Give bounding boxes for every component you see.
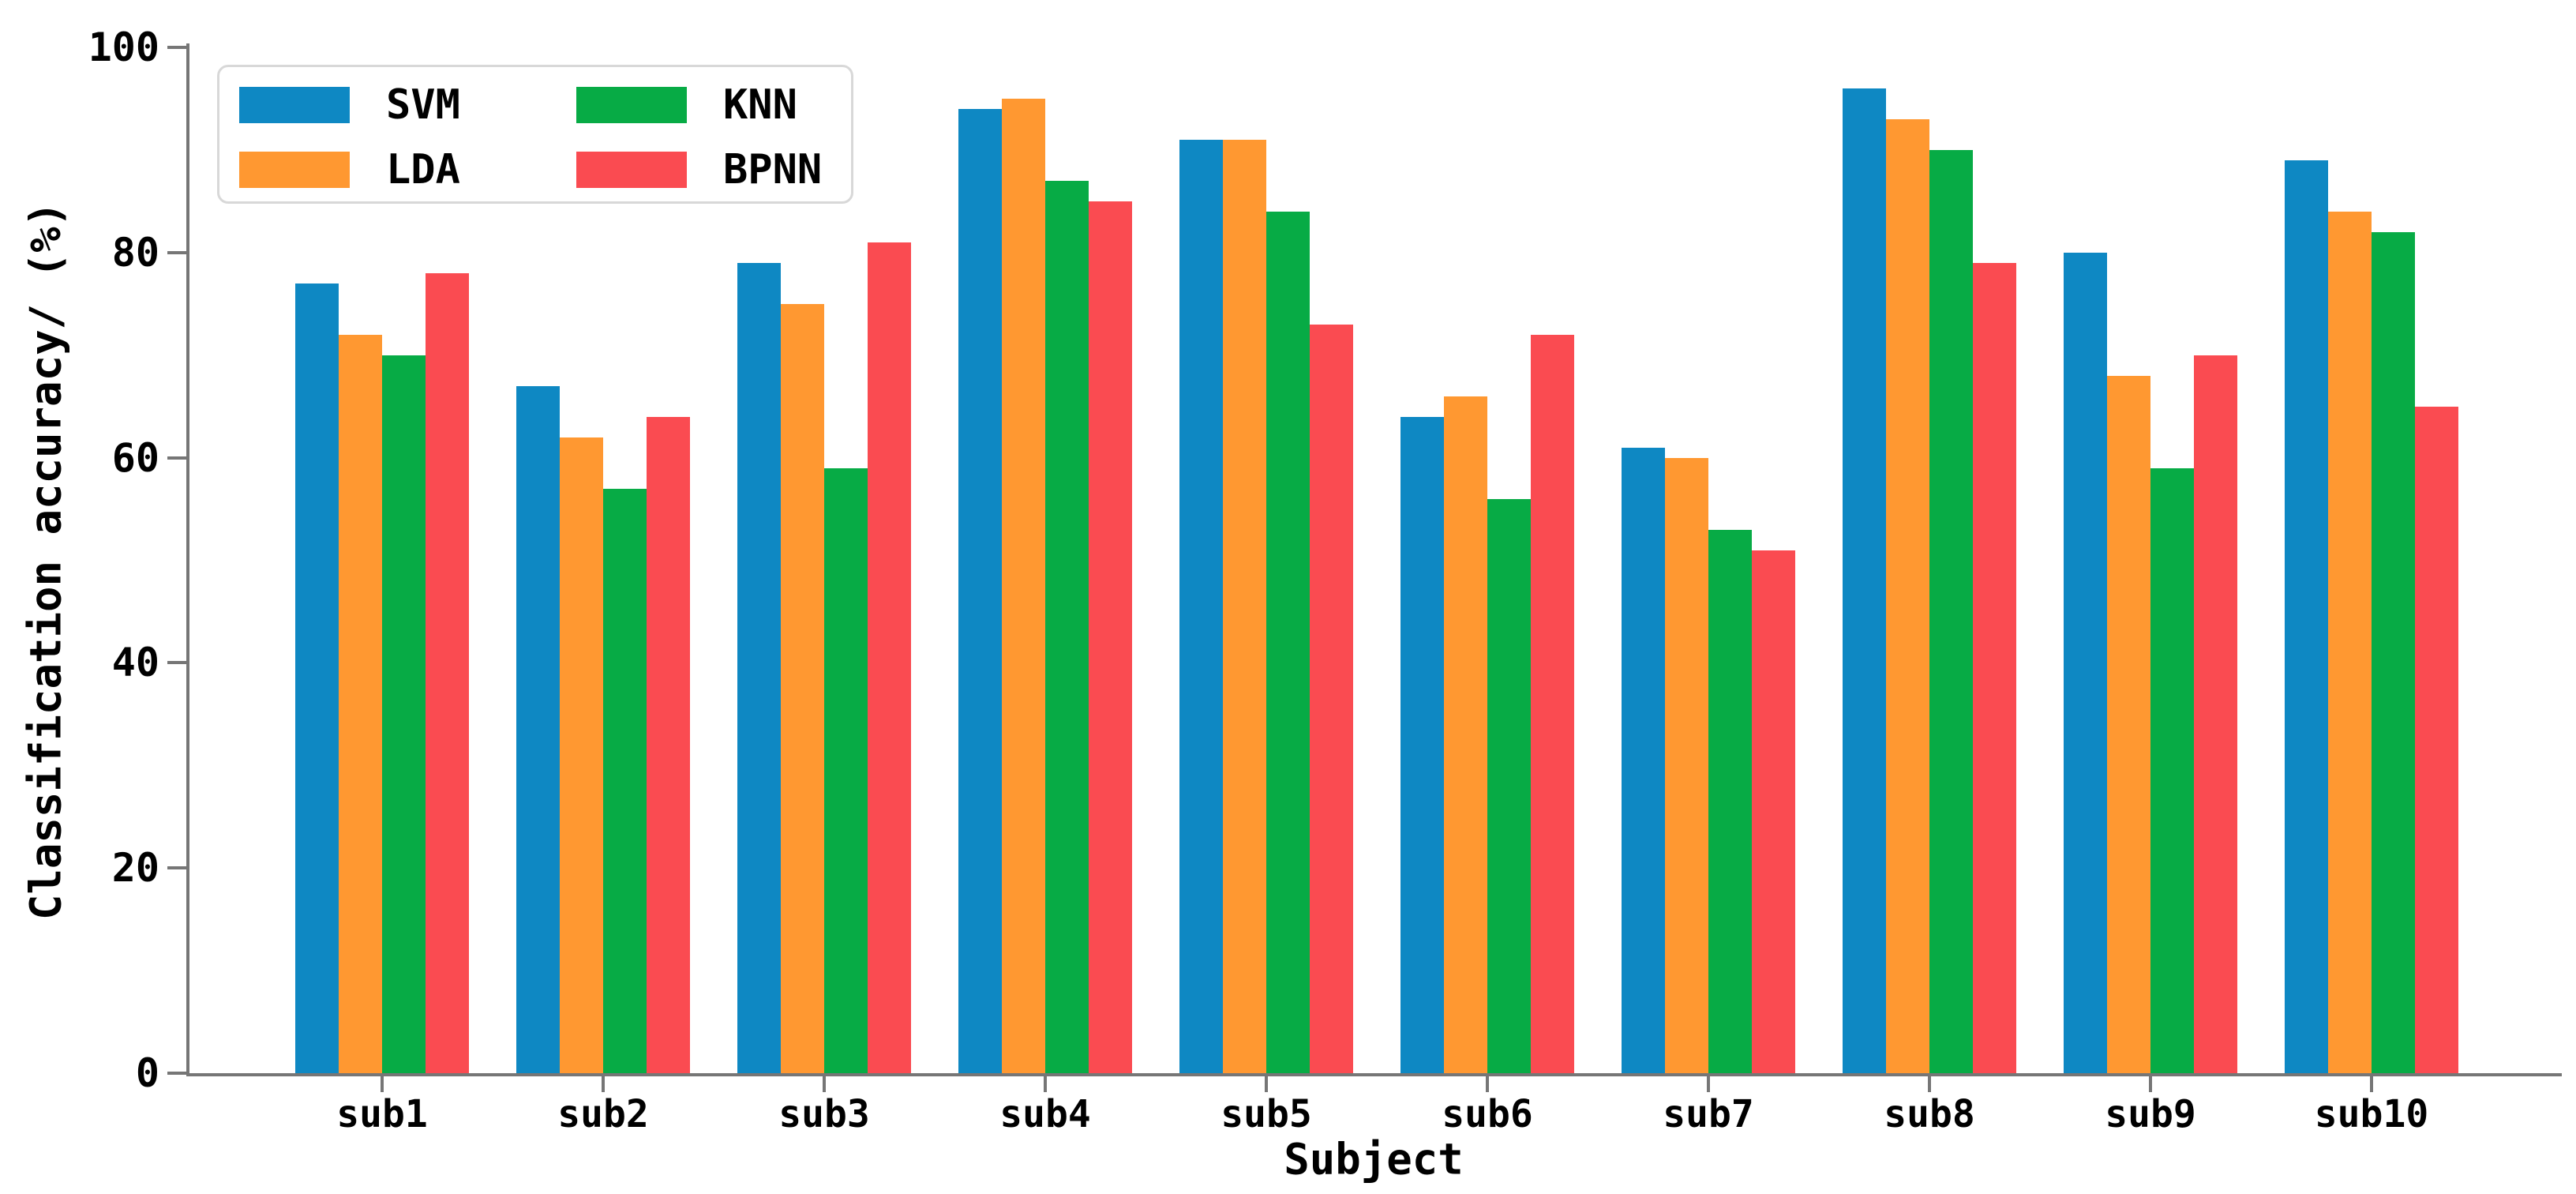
x-tick-mark bbox=[1928, 1075, 1931, 1092]
bar-sub1-BPNN bbox=[426, 273, 469, 1073]
y-tick-mark bbox=[167, 250, 188, 254]
bar-sub6-KNN bbox=[1487, 499, 1531, 1073]
y-tick-mark bbox=[167, 1072, 188, 1075]
bar-sub7-LDA bbox=[1665, 458, 1708, 1073]
x-tick-mark bbox=[1707, 1075, 1710, 1092]
bar-sub6-BPNN bbox=[1531, 335, 1574, 1073]
x-tick-mark bbox=[823, 1075, 826, 1092]
bar-sub9-LDA bbox=[2107, 376, 2150, 1073]
x-tick-mark bbox=[2370, 1075, 2373, 1092]
x-tick-mark bbox=[2149, 1075, 2152, 1092]
bar-sub5-SVM bbox=[1179, 140, 1223, 1073]
legend-item-LDA: LDA bbox=[239, 146, 460, 193]
legend-swatch-KNN bbox=[576, 87, 687, 123]
bar-sub7-KNN bbox=[1708, 530, 1752, 1073]
y-tick-label-40: 40 bbox=[111, 640, 159, 686]
bar-sub3-SVM bbox=[737, 263, 781, 1073]
bar-sub3-BPNN bbox=[868, 242, 911, 1073]
x-axis-spine bbox=[186, 1073, 2562, 1076]
x-tick-label-sub10: sub10 bbox=[2314, 1092, 2429, 1136]
bar-sub5-LDA bbox=[1223, 140, 1266, 1073]
x-tick-label-sub8: sub8 bbox=[1884, 1092, 1975, 1136]
y-tick-mark bbox=[167, 866, 188, 870]
legend-swatch-LDA bbox=[239, 152, 350, 188]
x-tick-label-sub5: sub5 bbox=[1221, 1092, 1312, 1136]
bar-sub9-KNN bbox=[2150, 468, 2194, 1073]
y-tick-label-80: 80 bbox=[111, 229, 159, 276]
bar-sub1-KNN bbox=[382, 355, 426, 1073]
bar-sub9-SVM bbox=[2064, 253, 2107, 1073]
bar-sub2-LDA bbox=[560, 437, 603, 1073]
bar-sub1-SVM bbox=[295, 283, 339, 1073]
y-tick-mark bbox=[167, 456, 188, 460]
legend-swatch-BPNN bbox=[576, 152, 687, 188]
bar-sub4-BPNN bbox=[1089, 201, 1132, 1073]
bar-sub9-BPNN bbox=[2194, 355, 2237, 1073]
x-tick-mark bbox=[1486, 1075, 1489, 1092]
bar-sub8-LDA bbox=[1886, 119, 1929, 1073]
bar-sub8-SVM bbox=[1843, 88, 1886, 1073]
bar-sub2-SVM bbox=[516, 386, 560, 1073]
x-tick-label-sub2: sub2 bbox=[557, 1092, 649, 1136]
bar-sub2-KNN bbox=[603, 489, 647, 1073]
x-tick-mark bbox=[602, 1075, 605, 1092]
bar-sub6-SVM bbox=[1400, 417, 1444, 1073]
bar-sub3-LDA bbox=[781, 304, 824, 1073]
bar-sub4-SVM bbox=[958, 109, 1002, 1073]
x-tick-label-sub6: sub6 bbox=[1442, 1092, 1533, 1136]
bar-sub10-SVM bbox=[2285, 160, 2328, 1073]
bar-sub3-KNN bbox=[824, 468, 868, 1073]
legend-swatch-SVM bbox=[239, 87, 350, 123]
x-tick-label-sub9: sub9 bbox=[2105, 1092, 2196, 1136]
y-tick-mark bbox=[167, 46, 188, 49]
bar-sub4-KNN bbox=[1045, 181, 1089, 1073]
legend-label-KNN: KNN bbox=[723, 81, 797, 129]
x-tick-label-sub3: sub3 bbox=[778, 1092, 870, 1136]
bar-sub6-LDA bbox=[1444, 396, 1487, 1073]
y-tick-label-0: 0 bbox=[135, 1050, 159, 1096]
legend-label-SVM: SVM bbox=[386, 81, 460, 129]
bar-sub10-KNN bbox=[2372, 232, 2415, 1073]
y-tick-mark bbox=[167, 661, 188, 665]
legend-box: SVM LDA KNN BPNN bbox=[217, 65, 853, 204]
bar-sub4-LDA bbox=[1002, 99, 1045, 1073]
y-tick-label-100: 100 bbox=[88, 24, 159, 70]
y-tick-label-60: 60 bbox=[111, 434, 159, 481]
bar-sub7-SVM bbox=[1622, 448, 1665, 1073]
x-tick-mark bbox=[381, 1075, 384, 1092]
y-tick-label-20: 20 bbox=[111, 845, 159, 892]
legend-label-BPNN: BPNN bbox=[723, 146, 823, 193]
legend-item-KNN: KNN bbox=[576, 81, 797, 129]
bar-sub8-BPNN bbox=[1973, 263, 2016, 1073]
legend-item-SVM: SVM bbox=[239, 81, 460, 129]
x-tick-label-sub4: sub4 bbox=[999, 1092, 1091, 1136]
legend-label-LDA: LDA bbox=[386, 146, 460, 193]
bar-sub5-BPNN bbox=[1310, 325, 1353, 1073]
bar-sub10-BPNN bbox=[2415, 407, 2458, 1073]
y-axis-label: Classification accuracy/ (%) bbox=[21, 201, 71, 921]
legend-item-BPNN: BPNN bbox=[576, 146, 822, 193]
bar-sub5-KNN bbox=[1266, 212, 1310, 1073]
bar-sub8-KNN bbox=[1929, 150, 1973, 1073]
bar-sub1-LDA bbox=[339, 335, 382, 1073]
x-tick-mark bbox=[1044, 1075, 1047, 1092]
bar-sub2-BPNN bbox=[647, 417, 690, 1073]
y-axis-spine bbox=[186, 43, 189, 1076]
bar-sub10-LDA bbox=[2328, 212, 2372, 1073]
x-axis-label: Subject bbox=[1284, 1134, 1464, 1185]
x-tick-mark bbox=[1265, 1075, 1268, 1092]
bar-sub7-BPNN bbox=[1752, 550, 1795, 1073]
x-tick-label-sub7: sub7 bbox=[1663, 1092, 1754, 1136]
x-tick-label-sub1: sub1 bbox=[336, 1092, 428, 1136]
